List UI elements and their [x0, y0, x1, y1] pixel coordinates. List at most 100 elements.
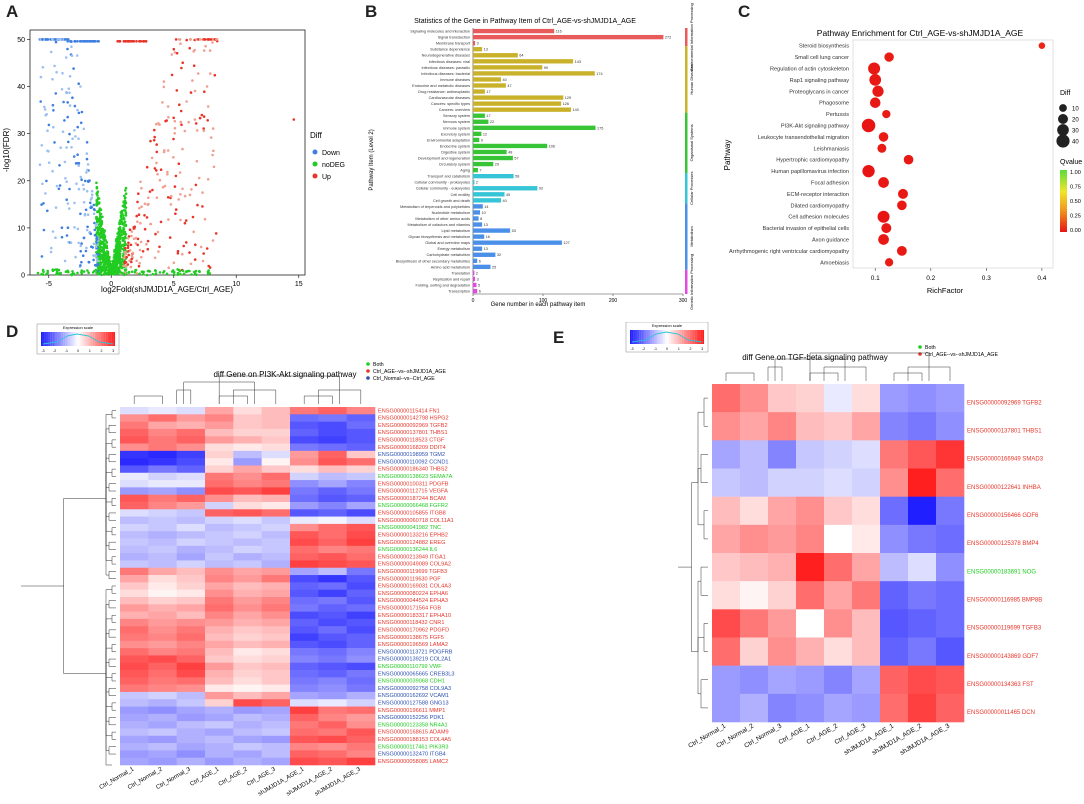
bubble-color-legend-title: Qvalue: [1060, 159, 1082, 166]
heat-cell: [233, 750, 262, 758]
heat-scale-tick: 3: [701, 347, 703, 351]
heat-cell: [290, 721, 319, 729]
heat-cell: [148, 684, 177, 693]
heat-row-label: ENSG00000187244 BCAM: [378, 496, 446, 502]
volcano-point-up: [174, 38, 178, 41]
heat-cell: [290, 516, 319, 525]
bubble-color-legend-bar: [1060, 170, 1067, 232]
pathway-bar-chart: Statistics of the Gene in Pathway Item o…: [369, 3, 694, 310]
bar-category-label: Nucleotide metabolism: [432, 211, 470, 215]
volcano-point-up: [138, 40, 141, 43]
heat-cell: [205, 699, 234, 707]
volcano-point-nodeg: [99, 248, 102, 252]
heat-cell: [852, 412, 881, 441]
volcano-point-nodeg: [142, 272, 145, 276]
bar: [473, 83, 506, 88]
heat-row-label: ENSG00000171564 FGB: [378, 606, 441, 612]
bar: [473, 228, 511, 233]
volcano-point-down: [45, 179, 48, 183]
bar-value-label: 5: [478, 283, 480, 287]
bar-value-label: 13: [484, 247, 488, 251]
heat-cell: [148, 677, 177, 685]
heat-cell: [768, 524, 797, 554]
volcano-point-down: [95, 259, 99, 263]
heat-cell: [318, 684, 347, 693]
heat-cell: [290, 567, 319, 576]
heat-cell: [768, 581, 797, 610]
heat-scale-swatch: [96, 332, 99, 346]
volcano-point-nodeg: [123, 205, 127, 208]
volcano-point-up: [154, 232, 157, 236]
heat-scale-swatch: [691, 330, 693, 344]
heat-cell: [346, 436, 376, 444]
bar-category-label: Biosynthesis of other secondary metaboli…: [396, 259, 470, 263]
bar-chart-title: Statistics of the Gene in Pathway Item o…: [414, 18, 636, 25]
heat-cell: [261, 472, 291, 481]
volcano-point-nodeg: [118, 226, 122, 229]
volcano-point-nodeg: [106, 271, 110, 275]
heat-row-label: ENSG00000113721 PDGFRB: [378, 649, 453, 655]
heat-cell: [120, 480, 149, 488]
volcano-point-down: [77, 111, 81, 115]
volcano-point-nodeg: [57, 272, 61, 275]
heat-cell: [176, 640, 206, 649]
volcano-point-down: [43, 108, 47, 111]
heat-cell: [176, 487, 206, 495]
volcano-legend-nodeg: noDEG: [322, 162, 345, 169]
heat-cell: [205, 670, 234, 678]
bar-value-label: 13: [484, 223, 488, 227]
heat-cell: [318, 677, 347, 685]
volcano-point-up: [139, 180, 142, 184]
heat-cell: [176, 757, 206, 766]
volcano-point-up: [189, 262, 193, 266]
heat-cell: [205, 633, 234, 642]
heat-row-label: ENSG00000105855 ITGB8: [378, 511, 446, 517]
heat-scale-swatch: [698, 330, 701, 344]
heat-cell: [261, 670, 291, 678]
volcano-point-up: [176, 249, 180, 253]
volcano-point-nodeg: [190, 273, 193, 276]
volcano-point-nodeg: [118, 237, 122, 241]
heat-cell: [936, 412, 965, 441]
volcano-point-down: [41, 38, 44, 41]
volcano-point-up: [191, 215, 195, 219]
heat-cell: [852, 637, 881, 666]
heat-cell: [346, 611, 376, 620]
bar-value-label: 140: [573, 108, 579, 112]
heat-cell: [852, 524, 881, 554]
bubble-category-label: Proteoglycans in cancer: [789, 89, 849, 95]
volcano-point-nodeg: [100, 273, 103, 277]
bar: [473, 264, 491, 270]
heat-cell: [318, 640, 347, 649]
volcano-point-up: [190, 188, 193, 191]
heat-cell: [712, 581, 741, 610]
heat-cell: [346, 691, 376, 700]
volcano-point-up: [147, 202, 150, 206]
heat-cell: [318, 713, 347, 722]
heat-row-label: ENSG00000183317 EPHA10: [378, 613, 451, 619]
volcano-point-nodeg: [67, 270, 70, 274]
bar-category-label: Amino acid metabolism: [431, 265, 470, 269]
heat-cell: [205, 414, 234, 422]
volcano-point-nodeg: [95, 186, 99, 190]
heat-cell: [796, 693, 825, 723]
heat-cell: [176, 626, 206, 634]
heat-cell: [880, 637, 909, 666]
heat-cell: [148, 596, 177, 605]
heat-cell: [176, 670, 206, 678]
heat-cell: [176, 494, 206, 503]
volcano-point-nodeg: [46, 269, 49, 273]
volcano-point-down: [79, 175, 83, 179]
heat-cell: [148, 567, 177, 576]
heat-cell: [233, 743, 262, 751]
volcano-point-up: [168, 236, 172, 239]
heat-cell: [290, 713, 319, 722]
heat-cell: [176, 443, 206, 452]
heat-cell: [233, 567, 262, 576]
volcano-point-nodeg: [46, 271, 49, 275]
bar-group-strip: [685, 203, 688, 270]
heat-cell: [233, 633, 262, 642]
volcano-point-nodeg: [116, 232, 119, 235]
volcano-point-down: [55, 184, 59, 188]
bar: [473, 276, 476, 282]
